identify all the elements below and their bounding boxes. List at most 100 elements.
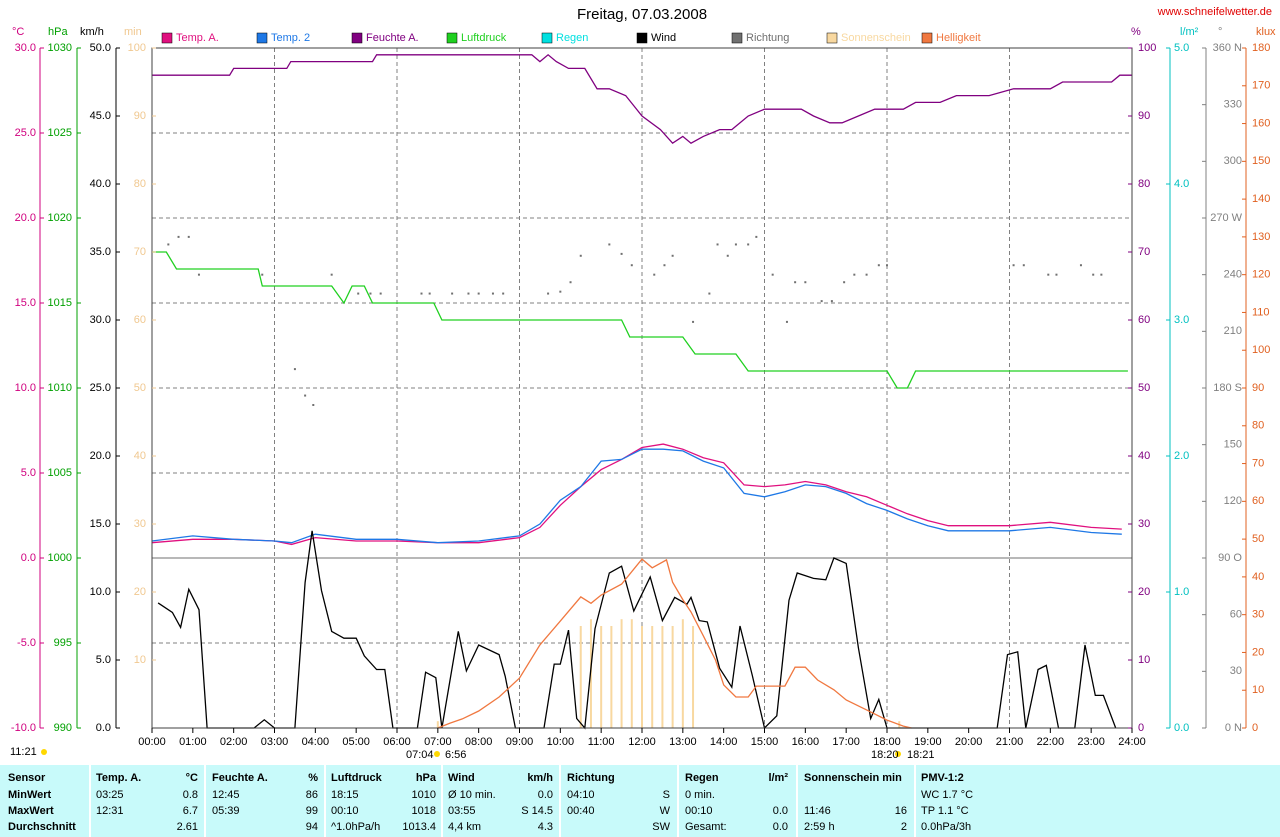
y-tick-label: 130 (1252, 231, 1270, 243)
table-cell: WC 1.7 °C (921, 789, 973, 801)
point (804, 281, 807, 284)
y-tick-label: 10 (134, 654, 146, 666)
legend-swatch (731, 32, 743, 44)
y-tick-label: 60 (1252, 495, 1264, 507)
y-tick-label: 100 (1138, 42, 1156, 54)
point (330, 273, 333, 276)
x-tick-label: 18:00 (873, 736, 901, 748)
y-tick-label: 50 (1252, 533, 1264, 545)
y-tick-label: 30.0 (15, 42, 36, 54)
point (569, 281, 572, 284)
y-tick-label: 10.0 (90, 586, 111, 598)
axis-unit: % (1131, 26, 1141, 38)
y-tick-label: 5.0 (96, 654, 111, 666)
table-row-label: MinWert (8, 789, 52, 801)
series-line (151, 443, 1122, 546)
y-tick-label: 0.0 (21, 552, 36, 564)
point (1012, 264, 1015, 267)
y-tick-label: 60 (1138, 314, 1150, 326)
y-tick-label: 30 (1138, 518, 1150, 530)
table-cell: 4.3 (538, 821, 553, 833)
y-tick-label: 1005 (48, 467, 72, 479)
point (877, 264, 880, 267)
table-cell: S (663, 789, 670, 801)
axis-unit: °C (12, 26, 24, 38)
y-tick-label: 50 (134, 382, 146, 394)
point (502, 292, 505, 295)
point (1047, 273, 1050, 276)
y-tick-label: 0.0 (1174, 722, 1189, 734)
point (886, 264, 888, 267)
y-tick-label: 5.0 (1174, 42, 1189, 54)
y-tick-label: 1015 (48, 297, 72, 309)
y-tick-label: 0.0 (96, 722, 111, 734)
day-length: 11:21 (10, 746, 37, 758)
x-tick-label: 06:00 (383, 736, 411, 748)
point (726, 254, 729, 257)
table-header-cell: Temp. A. (96, 772, 141, 784)
point (197, 273, 200, 276)
table-cell: 12:31 (96, 805, 124, 817)
table-cell: 2 (901, 821, 907, 833)
axis-unit: ° (1218, 26, 1222, 38)
point (293, 368, 296, 371)
table-cell: 86 (306, 789, 318, 801)
y-tick-label: 90 (1252, 382, 1264, 394)
table-cell: 0 min. (685, 789, 715, 801)
point (187, 235, 190, 238)
point (734, 243, 737, 246)
x-tick-label: 19:00 (914, 736, 942, 748)
point (843, 281, 846, 284)
x-tick-label: 05:00 (342, 736, 370, 748)
y-tick-label: 170 (1252, 80, 1270, 92)
table-header-cell: l/m² (768, 772, 788, 784)
y-tick-label: 80 (1138, 178, 1150, 190)
source: www.schneifelwetter.de (1157, 6, 1272, 18)
table-header-cell: % (308, 772, 318, 784)
table-header-cell: Feuchte A. (212, 772, 268, 784)
y-tick-label: 60 (134, 314, 146, 326)
y-tick-label: 70 (1252, 457, 1264, 469)
legend-label: Helligkeit (936, 32, 981, 44)
x-tick-label: 02:00 (220, 736, 248, 748)
table-header-cell: km/h (527, 772, 553, 784)
table-cell: 0.8 (183, 789, 198, 801)
point (1055, 273, 1058, 276)
y-tick-label: 300 (1224, 155, 1242, 167)
point (794, 281, 797, 284)
x-tick-label: 22:00 (1037, 736, 1065, 748)
point (830, 300, 833, 303)
table-header-cell: Wind (448, 772, 475, 784)
y-tick-label: 110 (1252, 306, 1270, 318)
point (1079, 264, 1082, 267)
x-tick-label: 10:00 (547, 736, 575, 748)
sun-icon (41, 749, 47, 755)
point (1092, 273, 1095, 276)
y-tick-label: 150 (1252, 155, 1270, 167)
bar (681, 619, 684, 728)
bar (610, 626, 613, 728)
y-tick-label: 20 (134, 586, 146, 598)
table-header-cell: Regen (685, 772, 719, 784)
table-header-cell: PMV-1:2 (921, 772, 964, 784)
legend-swatch (256, 32, 268, 44)
table-cell: 1013.4 (402, 821, 436, 833)
table-cell: 99 (306, 805, 318, 817)
legend-swatch (921, 32, 933, 44)
table-cell: S 14.5 (521, 805, 553, 817)
point (167, 243, 170, 246)
table-cell: 0.0 (773, 821, 788, 833)
legend-label: Wind (651, 32, 676, 44)
point (579, 254, 582, 257)
bar (651, 626, 654, 728)
y-tick-label: 40.0 (90, 178, 111, 190)
legend-label: Regen (556, 32, 588, 44)
point (379, 292, 382, 295)
point (357, 292, 360, 295)
table-cell: Gesamt: (685, 821, 727, 833)
x-tick-label: 08:00 (465, 736, 493, 748)
y-tick-label: 50 (1138, 382, 1150, 394)
x-tick-label: 01:00 (179, 736, 207, 748)
y-tick-label: 30 (1230, 665, 1242, 677)
table-row-label: MaxWert (8, 805, 54, 817)
